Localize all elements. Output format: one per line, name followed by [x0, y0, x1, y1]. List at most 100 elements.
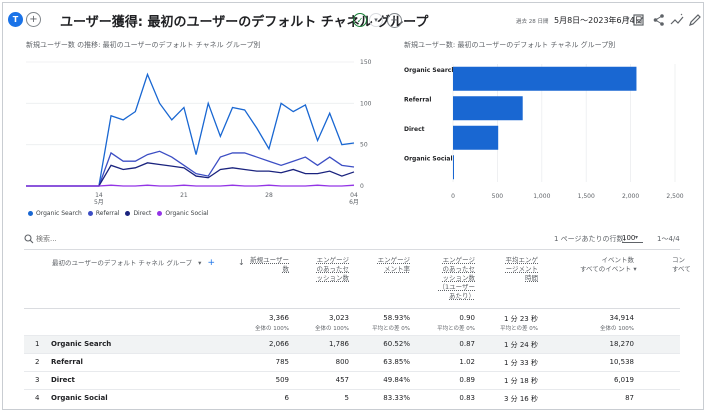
- row-value: 509: [275, 376, 289, 384]
- row-value: 49.84%: [383, 376, 410, 384]
- bar[interactable]: [453, 155, 454, 180]
- table-row[interactable]: [24, 335, 680, 353]
- row-value: 6: [284, 394, 289, 402]
- pencil-icon[interactable]: [688, 13, 702, 27]
- x-tick-label: 04: [350, 192, 358, 199]
- row-dimension: Direct: [51, 376, 75, 384]
- chevron-down-icon[interactable]: ▾: [198, 259, 202, 267]
- total-value: 3,366: [268, 314, 289, 322]
- chevron-down-icon[interactable]: ▾: [626, 15, 630, 23]
- share-icon[interactable]: [652, 13, 666, 27]
- metric-header-line: すべて: [672, 265, 691, 273]
- metric-header-line: のあったセ: [442, 265, 476, 273]
- metric-header-line: エンゲージ: [442, 256, 475, 264]
- y-tick-label: 0: [360, 183, 364, 190]
- legend-label: Organic Search: [36, 210, 82, 217]
- metric-header[interactable]: イベント数 すべてのイベント ▾: [580, 256, 637, 274]
- add-comparison-button[interactable]: +: [26, 12, 41, 27]
- row-value: 60.52%: [383, 340, 410, 348]
- table-row[interactable]: [24, 353, 680, 371]
- metric-header[interactable]: 平均エンゲ ージメント 時間: [484, 256, 539, 283]
- metric-header-line: すべてのイベント ▾: [580, 265, 637, 273]
- check-circle-icon[interactable]: ✓: [353, 13, 367, 27]
- total-value: 34,914: [609, 314, 635, 322]
- total-subtext: 平均との差 0%: [437, 326, 475, 332]
- metric-header[interactable]: エンゲージ のあったセ ッション数 （1ユーザー あたり）: [421, 256, 475, 301]
- legend-item[interactable]: Organic Search: [28, 210, 82, 217]
- insights-icon[interactable]: [670, 13, 684, 27]
- plus-icon: +: [29, 14, 38, 25]
- x-tick-label: 21: [180, 192, 188, 199]
- legend-item[interactable]: Direct: [125, 210, 151, 217]
- title-menu-button[interactable]: ▾: [369, 13, 383, 27]
- metric-header-line: （1ユーザー: [438, 283, 475, 291]
- row-value: 1 分 24 秒: [503, 341, 538, 349]
- metric-header[interactable]: コン すべて: [672, 256, 702, 274]
- row-value: 0.89: [459, 376, 475, 384]
- x-tick-label: 14: [95, 192, 103, 199]
- series-line: [26, 162, 355, 187]
- metric-header-line: ージメント: [505, 265, 538, 273]
- plus-icon: +: [390, 15, 399, 26]
- metric-header[interactable]: 新規ユーザー数: [235, 256, 289, 274]
- metric-header[interactable]: エンゲージ のあったセ ッション数: [295, 256, 350, 283]
- x-tick-label: 500: [492, 193, 504, 200]
- row-value: 1.02: [459, 358, 475, 366]
- legend-dot: [125, 211, 131, 216]
- metric-header-line: のあったセ: [316, 265, 350, 273]
- row-index: 3: [35, 376, 40, 384]
- rows-per-page-select[interactable]: 100: [622, 234, 644, 243]
- category-label: Organic Search: [404, 67, 456, 74]
- row-value: 3 分 16 秒: [503, 395, 538, 403]
- row-index: 1: [35, 340, 40, 348]
- row-value: 0.83: [459, 394, 475, 402]
- edit-comparison-icon[interactable]: [632, 13, 646, 27]
- divider: [24, 249, 680, 250]
- legend-item[interactable]: Organic Social: [157, 210, 208, 217]
- x-tick-label: 0: [451, 193, 455, 200]
- bar-chart-title: 新規ユーザー数: 最初のユーザーのデフォルト チャネル グループ別: [404, 41, 616, 49]
- add-button[interactable]: +: [387, 13, 402, 28]
- table-row[interactable]: [24, 389, 680, 407]
- total-value: 1 分 23 秒: [503, 315, 538, 323]
- chevron-down-icon[interactable]: ▾: [635, 234, 639, 241]
- report-header: T + ユーザー獲得: 最初のユーザーのデフォルト チャネル グループ ✓ ▾ …: [8, 10, 702, 32]
- x-tick-label: 2,500: [666, 193, 683, 200]
- bar[interactable]: [453, 96, 523, 121]
- sort-arrow-icon[interactable]: ↓: [238, 258, 245, 267]
- table-toolbar: 1 ページあたりの行数: 100 ▾ 1〜4/4: [24, 233, 688, 247]
- row-value: 1,786: [328, 340, 349, 348]
- chart-legend: Organic Search Referral Direct Organic Soci…: [28, 210, 208, 217]
- total-value: 58.93%: [383, 314, 410, 322]
- bar[interactable]: [453, 125, 499, 150]
- total-value: 0.90: [459, 314, 475, 322]
- row-value: 785: [275, 358, 289, 366]
- chevron-down-icon: ▾: [374, 16, 378, 24]
- bar[interactable]: [453, 66, 637, 91]
- search-icon: [24, 234, 34, 244]
- row-value: 2,066: [268, 340, 289, 348]
- divider: [24, 308, 680, 309]
- legend-dot: [157, 211, 163, 216]
- series-line: [26, 150, 355, 187]
- metric-header-line: 平均エンゲ: [505, 256, 539, 264]
- search-input[interactable]: [36, 233, 156, 245]
- page-title: ユーザー獲得: 最初のユーザーのデフォルト チャネル グループ: [60, 15, 429, 30]
- metric-header-line: イベント数: [601, 256, 635, 264]
- chevron-down-icon[interactable]: ▾: [631, 265, 637, 273]
- date-range-picker[interactable]: 5月8日～2023年6月4日: [554, 16, 643, 25]
- total-value: 3,023: [328, 314, 349, 322]
- row-value: 10,538: [609, 358, 635, 366]
- table-row[interactable]: [24, 371, 680, 389]
- legend-item[interactable]: Referral: [87, 210, 119, 217]
- metric-header[interactable]: エンゲージ メント率: [356, 256, 410, 274]
- add-dimension-icon[interactable]: +: [207, 258, 216, 268]
- report-frame: [2, 2, 704, 410]
- row-dimension: Referral: [51, 358, 83, 366]
- rows-per-page-label: 1 ページあたりの行数:: [554, 235, 626, 243]
- dimension-header[interactable]: 最初のユーザーのデフォルト チャネル グループ ▾ +: [52, 259, 215, 268]
- row-value: 87: [625, 394, 634, 402]
- row-value: 63.85%: [383, 358, 410, 366]
- avatar[interactable]: T: [8, 12, 23, 27]
